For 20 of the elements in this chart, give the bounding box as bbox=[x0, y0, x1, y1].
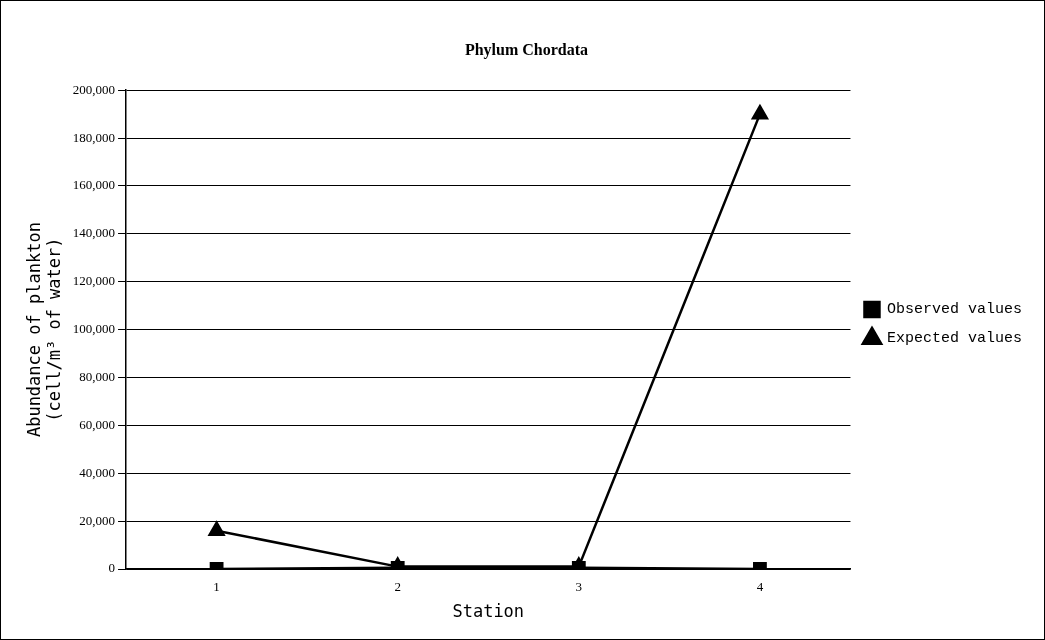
y-tick-label: 120,000 bbox=[72, 273, 116, 289]
x-tick-label: 1 bbox=[213, 579, 220, 595]
x-tick-label: 3 bbox=[575, 579, 583, 595]
chart-title: Phylum Chordata bbox=[464, 40, 589, 59]
legend-label: Observed values bbox=[886, 301, 1023, 319]
y-tick-label: 140,000 bbox=[72, 225, 116, 241]
x-tick-label: 4 bbox=[756, 579, 764, 595]
y-tick-label: 20,000 bbox=[79, 512, 116, 528]
y-tick-label: 40,000 bbox=[79, 464, 116, 480]
y-tick-label: 80,000 bbox=[79, 368, 116, 384]
y-tick-label: 60,000 bbox=[79, 416, 116, 432]
y-tick-label: 180,000 bbox=[72, 129, 116, 145]
x-axis-title: Station bbox=[452, 601, 525, 622]
y-tick-label: 0 bbox=[108, 560, 116, 576]
y-tick-label: 160,000 bbox=[72, 177, 116, 193]
y-tick-label: 200,000 bbox=[72, 81, 116, 97]
y-axis-title: Abundance of plankton (cell/m³ of water) bbox=[23, 222, 65, 438]
x-tick-label: 2 bbox=[394, 579, 401, 595]
legend-label: Expected values bbox=[886, 330, 1023, 348]
y-tick-label: 100,000 bbox=[72, 321, 116, 337]
